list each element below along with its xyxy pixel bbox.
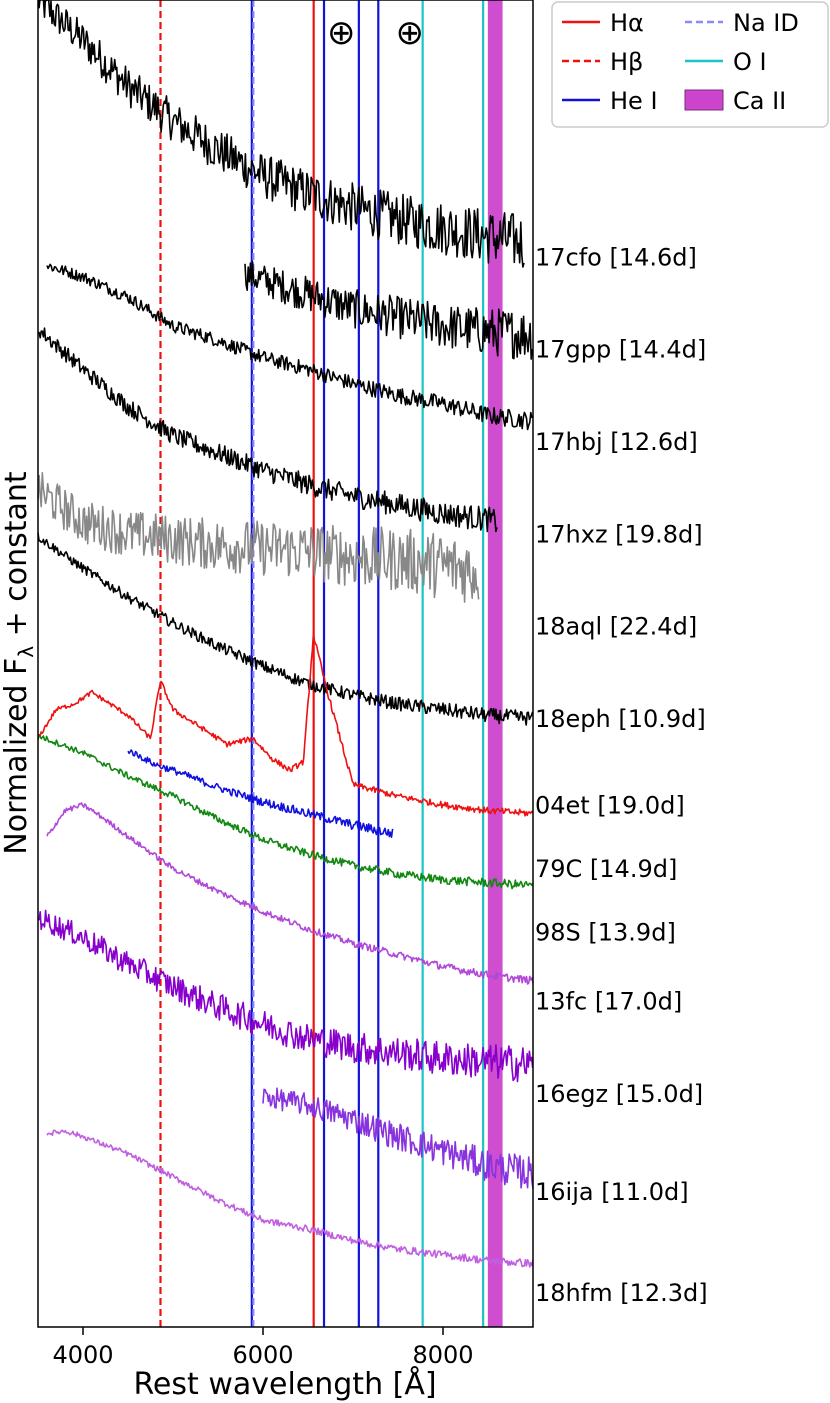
spectrum-label-79C: 79C [14.9d] [535,855,677,883]
spectrum-label-16egz: 16egz [15.0d] [535,1080,703,1108]
spectrum-labels: 17cfo [14.6d] 17gpp [14.4d] 17hbj [12.6d] 1… [535,243,708,1307]
spectrum-18eph [37,532,534,726]
spectrum-16egz [37,909,534,1083]
spectrum-17hxz [37,327,498,533]
spectrum-16ija [262,1087,534,1189]
y-axis-label: Normalized Fλ + constant [0,471,38,855]
spectrum-17cfo [37,0,525,268]
legend-label-ca-ii: Ca II [733,87,786,115]
telluric-marker-1: ⊕ [395,13,424,53]
spectrum-label-17gpp: 17gpp [14.4d] [535,336,706,364]
legend-label-na-id: Na ID [733,9,799,37]
x-axis-ticks: 4000 6000 8000 [52,1327,474,1369]
spectrum-17gpp [244,261,534,360]
spectrum-label-17hxz: 17hxz [19.8d] [535,520,703,548]
spectrum-18hfm [46,1129,534,1268]
x-axis-label: Rest wavelength [Å] [133,1366,436,1402]
spectrum-04et [37,632,534,817]
telluric-marker-0: ⊕ [327,13,356,53]
x-tick-label-6000: 6000 [232,1341,293,1369]
spectrum-label-18aql: 18aql [22.4d] [535,613,697,641]
spectrum-label-18hfm: 18hfm [12.3d] [535,1279,708,1307]
spectrum-13fc [46,802,534,985]
spectrum-label-98S: 98S [13.9d] [535,918,676,946]
spectrum-label-17cfo: 17cfo [14.6d] [535,243,697,271]
line-band-layer [487,0,503,1327]
x-tick-label-8000: 8000 [412,1341,473,1369]
spectrum-98S [37,735,534,890]
spectrum-18aql [37,472,480,603]
spectrum-label-17hbj: 17hbj [12.6d] [535,428,698,456]
spectrum-label-13fc: 13fc [17.0d] [535,988,682,1016]
line-band-ca-ii [487,0,503,1327]
spectrum-label-16ija: 16ija [11.0d] [535,1178,689,1206]
spectrum-label-04et: 04et [19.0d] [535,792,685,820]
legend-label-o-i: O I [733,48,767,76]
legend-swatch-ca-ii [684,89,724,111]
legend-label-he-i: He I [610,87,658,115]
spectrum-label-18eph: 18eph [10.9d] [535,705,706,733]
legend-label-h-: Hβ [610,48,643,76]
y-axis-label-subscript: λ [14,646,38,658]
spectrum-17hbj [46,263,534,431]
plot-frame [37,0,534,1328]
legend-label-h-: Hα [610,9,644,37]
legend: Hα Na ID Hβ O I He I Ca II [551,1,829,128]
telluric-markers: ⊕ ⊕ [327,13,424,53]
spectra-series-layer [37,0,534,1268]
spectrum-79C [127,749,394,838]
legend-frame [551,1,829,128]
line-marker-layer [159,0,485,1327]
x-tick-label-4000: 4000 [52,1341,113,1369]
